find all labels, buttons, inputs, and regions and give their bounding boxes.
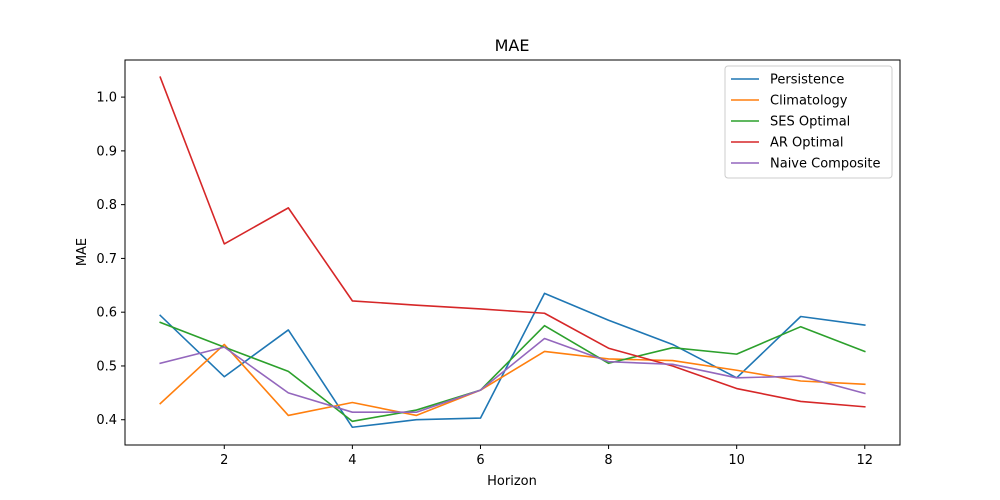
legend-box (724, 65, 893, 179)
y-axis-label: MAE (75, 238, 90, 266)
x-tick-label: 8 (604, 453, 612, 468)
y-tick-label: 1.0 (96, 91, 117, 106)
series-line-climatology (159, 343, 866, 417)
x-tick-label: 10 (728, 453, 745, 468)
y-tick-label: 0.6 (96, 306, 117, 321)
y-tick-label: 0.5 (96, 359, 117, 374)
y-tick-label: 0.9 (96, 144, 117, 159)
plot-area (159, 76, 866, 429)
legend: Persistence Climatology SES Optimal AR Opti… (724, 65, 893, 179)
y-tick-label: 0.4 (96, 413, 117, 428)
y-tick-label: 0.8 (96, 198, 117, 213)
series-line-persistence (159, 292, 866, 429)
legend-label-naive-composite: Naive Composite (770, 157, 881, 172)
x-tick-label: 6 (476, 453, 484, 468)
legend-label-persistence: Persistence (770, 73, 844, 88)
x-tick-label: 2 (220, 453, 228, 468)
x-axis-label: Horizon (487, 474, 537, 489)
series-line-ses-optimal (159, 321, 866, 423)
y-axis: 0.4 0.5 0.6 0.7 0.8 0.9 1.0 (96, 91, 125, 428)
x-tick-label: 4 (348, 453, 356, 468)
x-tick-label: 12 (856, 453, 873, 468)
series-line-ar-optimal (159, 76, 866, 408)
y-tick-label: 0.7 (96, 252, 117, 267)
chart-title: MAE (495, 36, 530, 55)
plot-frame (124, 59, 901, 446)
legend-label-ses-optimal: SES Optimal (770, 115, 850, 130)
legend-label-ar-optimal: AR Optimal (770, 136, 844, 151)
series-line-naive-composite (159, 337, 866, 414)
x-axis: 2 4 6 8 10 12 (220, 445, 873, 468)
legend-label-climatology: Climatology (770, 94, 848, 109)
